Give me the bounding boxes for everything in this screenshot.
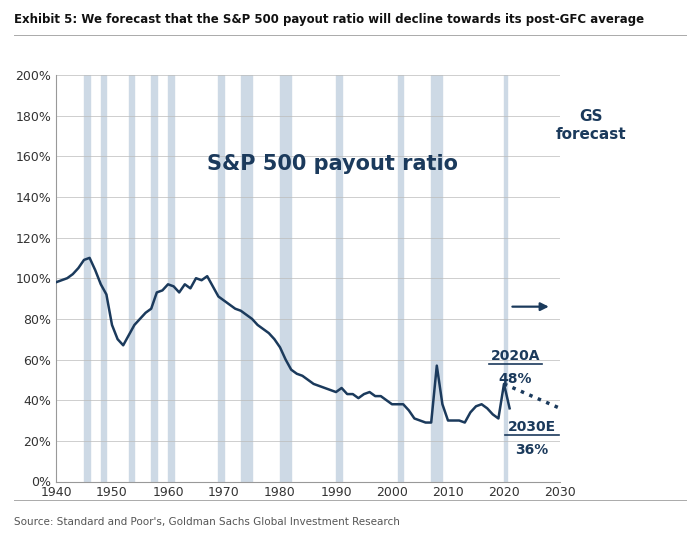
Text: 48%: 48% [498, 372, 532, 386]
Bar [151, 75, 157, 482]
Text: Exhibit 5: We forecast that the S&P 500 payout ratio will decline towards its po: Exhibit 5: We forecast that the S&P 500 … [14, 13, 644, 26]
Bar [280, 75, 291, 482]
Bar [241, 75, 252, 482]
Bar [218, 75, 224, 482]
Bar [129, 75, 134, 482]
Bar [431, 75, 442, 482]
Text: 2030E: 2030E [508, 420, 556, 434]
Text: Source: Standard and Poor's, Goldman Sachs Global Investment Research: Source: Standard and Poor's, Goldman Sac… [14, 517, 400, 527]
Text: S&P 500 payout ratio: S&P 500 payout ratio [207, 155, 458, 174]
Bar [101, 75, 106, 482]
Bar [398, 75, 403, 482]
Bar [84, 75, 90, 482]
Bar [504, 75, 507, 482]
Bar [168, 75, 174, 482]
Bar [336, 75, 342, 482]
Text: 36%: 36% [515, 443, 549, 457]
Text: GS
forecast: GS forecast [556, 109, 626, 142]
Text: 2020A: 2020A [491, 349, 540, 363]
